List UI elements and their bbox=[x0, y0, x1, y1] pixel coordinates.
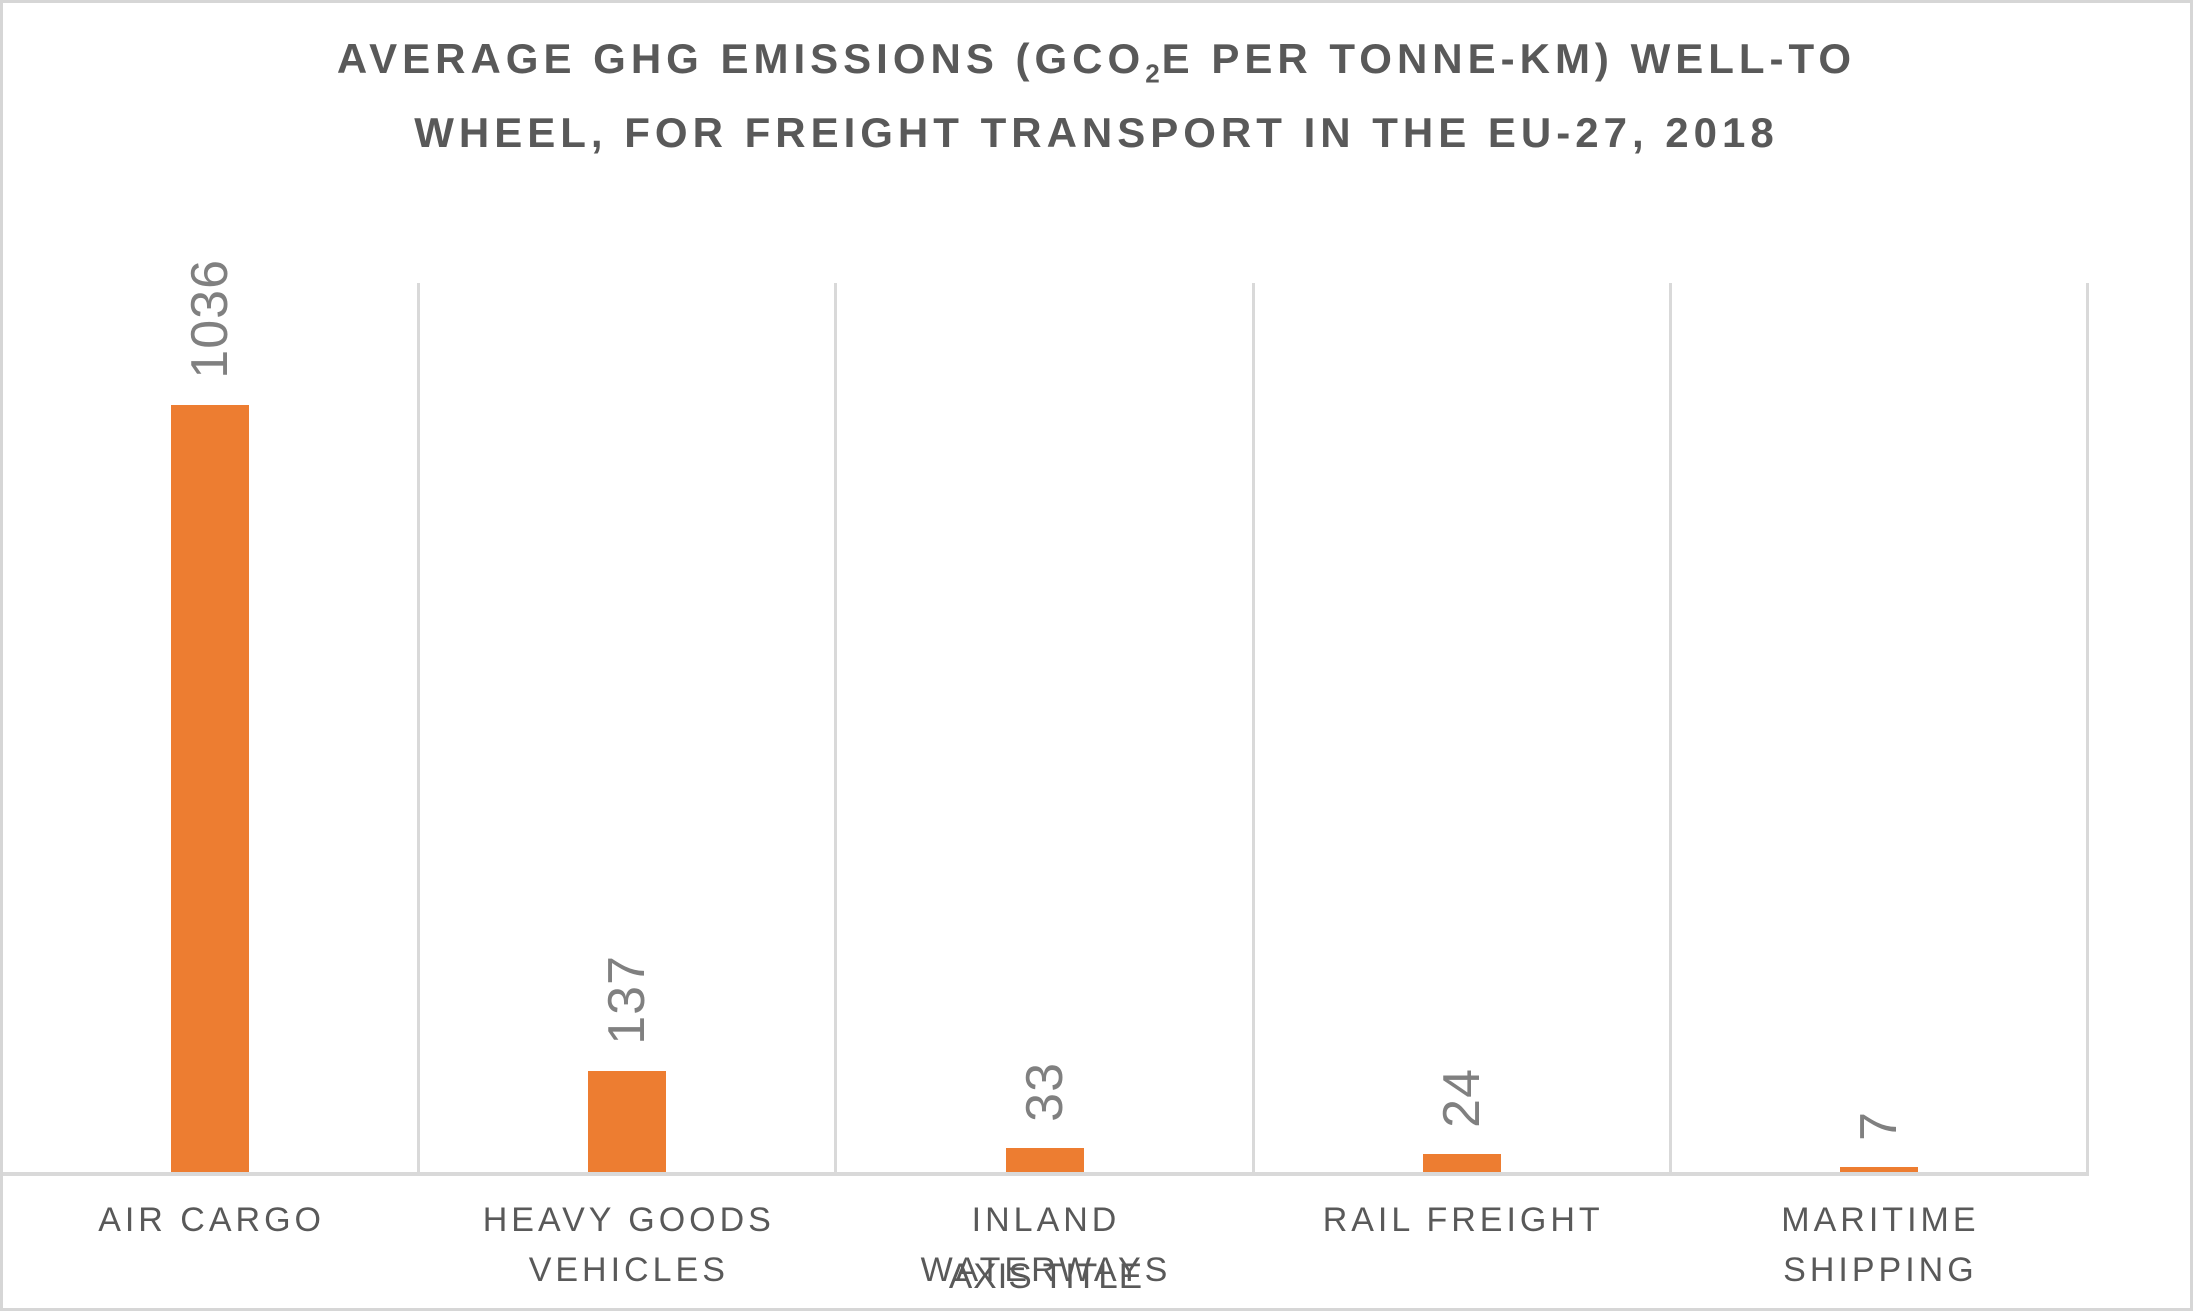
bar-value-label: 33 bbox=[1015, 1061, 1074, 1122]
bar bbox=[1839, 1166, 1918, 1172]
chart-title-line2: WHEEL, FOR FREIGHT TRANSPORT IN THE EU-2… bbox=[414, 109, 1779, 157]
chart-title: AVERAGE GHG EMISSIONS (GCO2E PER TONNE-K… bbox=[3, 29, 2190, 163]
category-label: MARITIME SHIPPING bbox=[1781, 1201, 1980, 1289]
x-axis-category-labels: AIR CARGO HEAVY GOODS VEHICLES INLAND WATE… bbox=[3, 1195, 2089, 1295]
category-slot: 1036 bbox=[3, 259, 421, 1172]
bar-value-label: 137 bbox=[598, 954, 657, 1045]
bar-value-label: 24 bbox=[1432, 1068, 1491, 1129]
chart-title-subscript: 2 bbox=[1145, 58, 1162, 89]
bar bbox=[1422, 1154, 1501, 1172]
category-slot: 137 bbox=[420, 283, 838, 1172]
plot-area: 1036 137 33 24 7 bbox=[3, 259, 2090, 1176]
category-label: HEAVY GOODS VEHICLES bbox=[482, 1201, 775, 1289]
chart-title-line1: AVERAGE GHG EMISSIONS (GCO2E PER TONNE-K… bbox=[336, 35, 1857, 88]
bar bbox=[1005, 1147, 1084, 1172]
bar-value-label: 1036 bbox=[181, 258, 240, 379]
category-slot: 33 bbox=[837, 283, 1255, 1172]
category-label: INLAND WATERWAYS bbox=[920, 1201, 1172, 1289]
chart-title-line1-post: E PER TONNE-KM) WELL-TO bbox=[1161, 35, 1857, 82]
bar-value-label: 7 bbox=[1849, 1110, 1908, 1141]
category-label: RAIL FREIGHT bbox=[1322, 1201, 1604, 1239]
category-slot: 7 bbox=[1672, 283, 2090, 1172]
chart-title-line1-pre: AVERAGE GHG EMISSIONS (GCO bbox=[336, 35, 1146, 82]
bar bbox=[588, 1070, 667, 1172]
category-label: AIR CARGO bbox=[98, 1201, 325, 1239]
x-axis-title: AXIS TITLE bbox=[948, 1257, 1144, 1296]
bar bbox=[171, 404, 250, 1172]
category-slot: 24 bbox=[1255, 283, 1672, 1172]
